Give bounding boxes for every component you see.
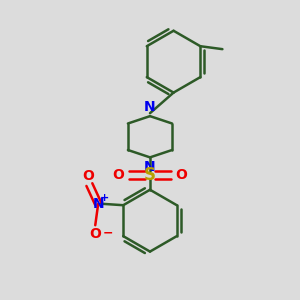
- Text: O: O: [82, 169, 94, 183]
- Text: −: −: [103, 226, 113, 239]
- Text: S: S: [144, 166, 156, 184]
- Text: N: N: [144, 160, 156, 174]
- Text: N: N: [92, 197, 104, 211]
- Text: O: O: [89, 227, 101, 241]
- Text: O: O: [112, 168, 124, 182]
- Text: N: N: [144, 100, 156, 114]
- Text: +: +: [100, 194, 109, 203]
- Text: O: O: [176, 168, 188, 182]
